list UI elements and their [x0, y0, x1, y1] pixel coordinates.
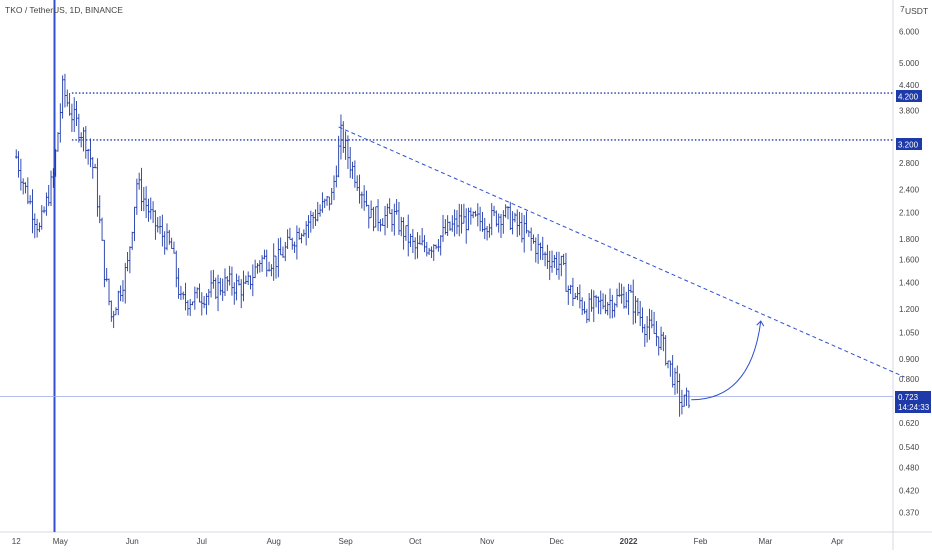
time-tick-label: Jun: [126, 537, 139, 546]
trendline-layer: [338, 126, 905, 401]
time-tick-label: Jul: [197, 537, 207, 546]
chart-title: TKO / TetherUS, 1D, BINANCE: [5, 5, 123, 15]
price-tick-label: 2.400: [899, 186, 920, 195]
time-tick-label: Feb: [694, 537, 708, 546]
time-tick-label: Nov: [480, 537, 494, 546]
price-tick-label: 1.800: [899, 235, 920, 244]
price-tick-label: 5.000: [899, 59, 920, 68]
time-tick-label: May: [53, 537, 68, 546]
time-tick-label: Apr: [831, 537, 844, 546]
last-price-badge: [895, 391, 931, 413]
time-tick-label: Sep: [338, 537, 353, 546]
descending-trendline: [338, 126, 905, 378]
price-tick-label: 1.050: [899, 328, 920, 337]
level-badge-mid-label: 3.200: [898, 141, 919, 150]
axis-top-label: 7: [900, 4, 905, 14]
price-tick-label: 2.800: [899, 159, 920, 168]
price-tick-label: 4.400: [899, 81, 920, 90]
last-price-label: 0.723: [898, 393, 919, 402]
level-badge-mid: [896, 138, 922, 150]
price-tick-label: 1.600: [899, 256, 920, 265]
price-tick-label: 0.620: [899, 419, 920, 428]
price-tick-label: 0.900: [899, 355, 920, 364]
price-tick-label: 0.420: [899, 486, 920, 495]
price-tick-label: 2.100: [899, 209, 920, 218]
price-tick-label: 1.200: [899, 305, 920, 314]
price-tick-label: 6.000: [899, 27, 920, 36]
price-tick-label: 0.800: [899, 375, 920, 384]
ohlc-bars: [15, 73, 691, 417]
currency-label[interactable]: USDT: [905, 6, 928, 16]
countdown-label: 14:24:33: [898, 403, 930, 412]
price-tick-label: 3.800: [899, 106, 920, 115]
price-tick-label: 1.400: [899, 279, 920, 288]
axis-ticks: 6.000 5.000 4.400 3.800 2.800 2.400 2.100 1.800…: [12, 27, 920, 546]
time-tick-label: 2022: [620, 537, 638, 546]
projection-arrowhead: [756, 320, 765, 327]
time-tick-label: Oct: [409, 537, 422, 546]
time-tick-label: Dec: [550, 537, 564, 546]
time-tick-label: Mar: [759, 537, 773, 546]
level-badge-high: [896, 90, 922, 102]
time-tick-label: Aug: [267, 537, 281, 546]
horizontal-levels: [0, 92, 893, 398]
projection-arrow: [691, 321, 762, 401]
price-tick-label: 0.540: [899, 443, 920, 452]
price-tick-label: 0.480: [899, 463, 920, 472]
level-badge-high-label: 4.200: [898, 93, 919, 102]
price-tick-label: 0.370: [899, 508, 920, 517]
time-tick-label: 12: [12, 537, 21, 546]
